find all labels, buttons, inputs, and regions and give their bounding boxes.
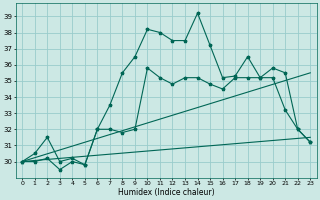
X-axis label: Humidex (Indice chaleur): Humidex (Indice chaleur) [118, 188, 214, 197]
